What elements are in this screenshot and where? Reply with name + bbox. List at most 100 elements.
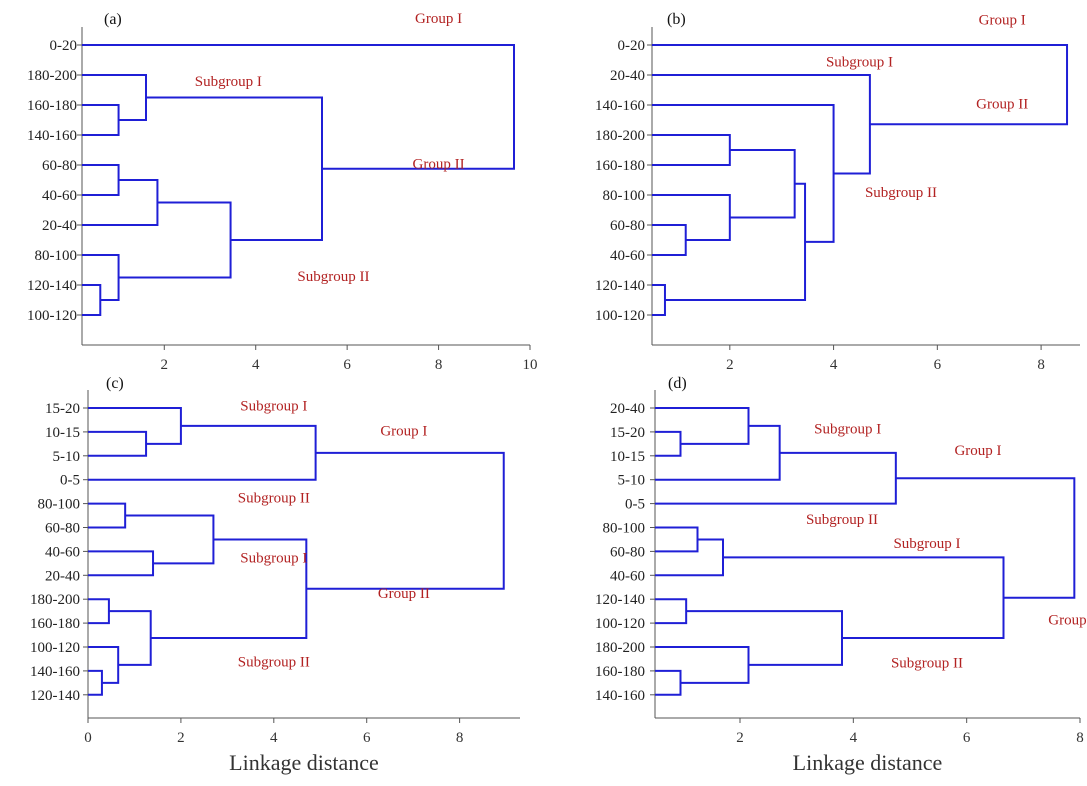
cluster-annotation: Group I [954,443,1001,459]
x-tick-label: 10 [523,357,538,373]
x-tick-label: 2 [726,357,734,373]
x-tick-label: 8 [435,357,443,373]
panel-label: (c) [106,375,124,392]
cluster-annotation: Subgroup I [240,550,307,566]
panel-b: (b) 0-20 20-40 140-160 180-200 160-180 80-100 6… [595,11,1080,373]
leaf-label: 60-80 [610,218,645,234]
leaf-label: 160-180 [30,616,80,632]
dendrogram-link [88,550,155,577]
dendrogram-link [82,44,515,170]
leaf-label: 20-40 [610,68,645,84]
dendrogram-link [82,254,120,301]
dendrogram-link [146,96,323,241]
x-tick-label: 4 [850,730,858,746]
leaf-label: 140-160 [27,128,77,144]
cluster-annotation: Subgroup I [893,536,960,552]
leaf-label: 15-20 [610,425,645,441]
leaf-label: 140-160 [595,688,645,704]
leaf-label: 20-40 [610,401,645,417]
x-tick-label: 2 [177,730,185,746]
leaf-label: 140-160 [30,664,80,680]
leaf-label: 120-140 [30,688,80,704]
x-axis-label: Linkage distance [229,750,379,775]
leaf-label: 60-80 [610,544,645,560]
panel-a: (a) 0-20 180-200 160-180 140-160 60-80 40-60 20… [27,11,538,373]
x-tick-label: 6 [963,730,971,746]
leaf-label: 80-100 [35,248,78,264]
dendrogram-link [88,430,148,457]
dendrogram-link [655,526,699,553]
dendrogram-link [88,407,182,445]
dendrogram-link [655,538,724,577]
x-tick-label: 8 [456,730,464,746]
dendrogram-link [655,646,750,684]
dendrogram-link [652,44,1069,126]
cluster-annotation: Subgroup II [238,654,310,670]
dendrogram-link [118,201,232,279]
dendrogram-link [686,610,843,666]
dendrogram-link [655,407,750,445]
cluster-annotation: Subgroup I [240,399,307,415]
leaf-label: 80-100 [603,521,646,537]
leaf-label: 20-40 [45,568,80,584]
cluster-annotation: Group II [1048,613,1087,629]
leaf-label: 20-40 [42,218,77,234]
leaf-label: 80-100 [603,188,646,204]
leaf-label: 0-20 [50,38,78,54]
dendrogram-link [655,598,688,625]
leaf-label: 180-200 [595,640,645,656]
leaf-label: 160-180 [27,98,77,114]
x-tick-label: 6 [343,357,351,373]
leaf-label: 120-140 [595,278,645,294]
leaf-label: 180-200 [30,592,80,608]
dendrogram-link [895,477,1076,599]
leaf-label: 5-10 [53,449,81,465]
leaf-label: 180-200 [27,68,77,84]
panel-label: (d) [668,375,687,392]
leaf-label: 40-60 [610,568,645,584]
dendrogram-link [652,194,731,241]
leaf-label: 100-120 [30,640,80,656]
cluster-annotation: Group II [976,97,1028,113]
cluster-annotation: Subgroup II [238,491,310,507]
cluster-annotation: Subgroup II [806,512,878,528]
leaf-label: 40-60 [610,248,645,264]
x-tick-label: 0 [84,730,92,746]
dendrogram-link [125,514,215,565]
dendrogram-link [108,610,152,666]
dendrogram-link [88,646,120,684]
leaf-label: 5-10 [618,473,646,489]
cluster-annotation: Subgroup I [814,421,881,437]
dendrogram-link [88,669,103,696]
leaf-label: 15-20 [45,401,80,417]
x-tick-label: 4 [252,357,260,373]
cluster-annotation: Subgroup I [826,55,893,71]
dendrogram-link [652,134,731,166]
leaf-label: 160-180 [595,158,645,174]
leaf-label: 140-160 [595,98,645,114]
cluster-annotation: Group II [413,157,465,173]
dendrogram-link [652,74,871,175]
leaf-label: 0-5 [60,473,80,489]
dendrogram-link [82,179,159,226]
leaf-label: 60-80 [42,158,77,174]
leaf-label: 10-15 [45,425,80,441]
leaf-label: 100-120 [595,308,645,324]
dendrogram-link [655,669,682,696]
dendrogram-link [655,430,682,457]
panel-d: (d) 20-40 15-20 10-15 5-10 0-5 80-100 60-80 40-6… [595,375,1087,775]
leaf-label: 120-140 [595,592,645,608]
dendrogram-link [88,598,110,625]
leaf-label: 120-140 [27,278,77,294]
panel-label: (a) [104,11,122,28]
dendrogram-link [664,182,807,301]
cluster-annotation: Group I [415,11,462,27]
x-tick-label: 4 [830,357,838,373]
dendrogram-link [729,149,796,219]
cluster-annotation: Subgroup II [865,185,937,201]
dendrogram-link [88,424,317,481]
leaf-label: 180-200 [595,128,645,144]
leaf-label: 10-15 [610,449,645,465]
